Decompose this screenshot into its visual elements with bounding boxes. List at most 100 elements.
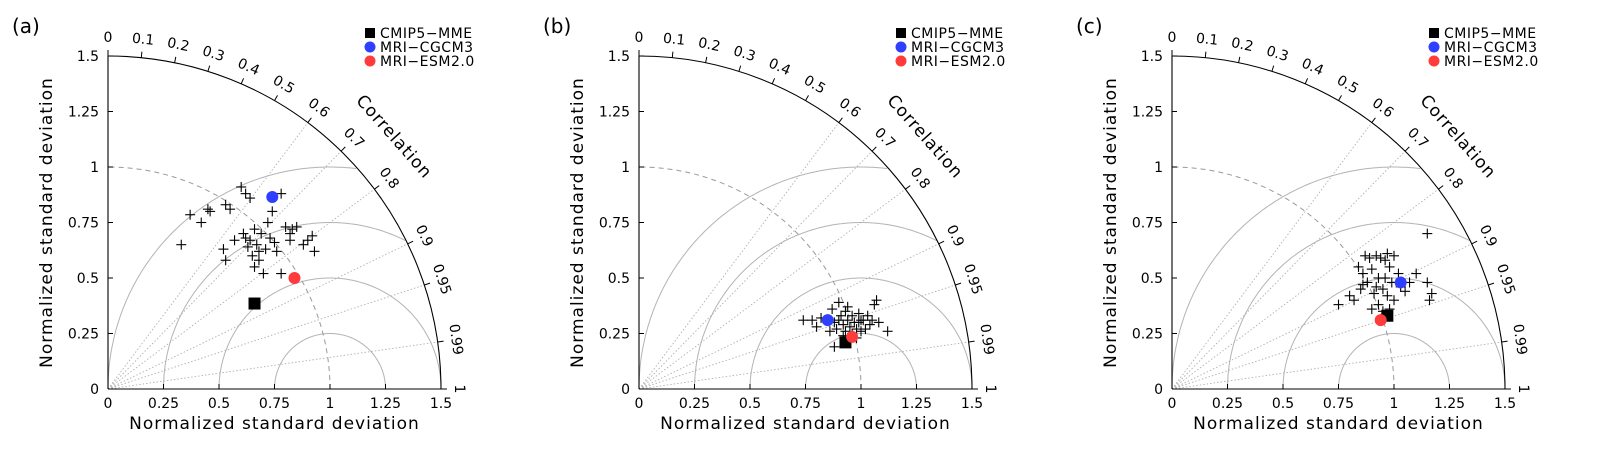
model-point-plus: [827, 304, 838, 315]
legend-swatch-square: [365, 28, 375, 38]
model-point-plus: [1344, 290, 1355, 301]
model-point-plus: [245, 193, 256, 204]
y-tick-label: 0.5: [1141, 271, 1163, 287]
corr-tick-label: 0.99: [445, 323, 465, 356]
corr-tick-label: 0.5: [801, 73, 828, 98]
model-point-plus: [276, 268, 287, 279]
x-tick-label: 0.5: [208, 396, 230, 412]
model-point-plus: [1369, 288, 1380, 299]
x-tick-label: 1: [857, 396, 866, 412]
y-tick-label: 0: [90, 382, 99, 398]
model-point-plus: [811, 321, 822, 332]
correlation-ray: [1171, 243, 1472, 390]
model-point-plus: [309, 246, 320, 257]
corr-tick: [240, 78, 245, 85]
panel-label: (a): [12, 14, 40, 38]
correlation-ray: [107, 122, 309, 390]
corr-tick-label: 0.6: [836, 95, 863, 121]
correlation-ray: [638, 341, 969, 390]
model-point-plus: [1333, 299, 1344, 310]
corr-tick-label: 0.8: [376, 165, 402, 192]
model-point-plus: [271, 246, 282, 257]
model-point-plus: [1377, 284, 1388, 295]
corr-tick: [1271, 65, 1275, 72]
y-tick-label: 0.25: [599, 327, 630, 343]
x-tick-label: 1.25: [1434, 396, 1465, 412]
model-point-plus: [869, 299, 880, 310]
corr-tick-label: 0.99: [1509, 323, 1529, 356]
model-point-plus: [798, 315, 809, 326]
model-point-plus: [225, 204, 236, 215]
corr-tick-label: 0.95: [1493, 262, 1518, 297]
x-tick-label: 0.75: [1323, 396, 1354, 412]
model-point-plus: [253, 246, 264, 257]
corr-tick: [1204, 51, 1207, 58]
x-axis-label: Normalized standard deviation: [660, 414, 951, 434]
corr-tick: [671, 51, 674, 58]
corr-tick: [955, 282, 962, 286]
model-point-plus: [262, 217, 273, 228]
point-mri-cgcm3: [266, 190, 279, 203]
model-point-plus: [1424, 295, 1435, 306]
model-point-plus: [1362, 277, 1373, 288]
legend-swatch-circle: [895, 41, 907, 53]
corr-tick-label: 0.9: [1476, 222, 1500, 249]
legend-label: MRI−ESM2.0: [1444, 54, 1539, 70]
taylor-panel-3: 000.250.250.50.50.750.75111.251.251.51.5…: [1076, 14, 1539, 434]
x-axis-label: Normalized standard deviation: [129, 414, 420, 434]
y-axis-label: Normalized standard deviation: [1101, 77, 1121, 368]
x-tick-label: 0: [1168, 396, 1177, 412]
x-tick-label: 1.25: [370, 396, 401, 412]
corr-tick-label: 0.1: [662, 31, 686, 49]
x-tick-label: 0.5: [1272, 396, 1294, 412]
model-point-plus: [220, 199, 231, 210]
model-point-plus: [249, 224, 260, 235]
model-point-plus: [856, 326, 866, 337]
model-point-plus: [844, 321, 855, 332]
taylor-panel-2: 000.250.250.50.50.750.75111.251.251.51.5…: [543, 14, 1005, 434]
legend-swatch-square: [896, 28, 906, 38]
model-point-plus: [873, 317, 884, 328]
legend-label: CMIP5−MME: [380, 26, 473, 42]
corr-tick-label: 0.4: [1299, 56, 1326, 80]
model-point-plus: [871, 295, 882, 306]
rms-arc-2: [694, 222, 937, 389]
corr-tick: [905, 185, 911, 190]
y-tick-label: 1: [1154, 160, 1163, 176]
corr-tick-label: 0.3: [1264, 43, 1290, 65]
model-point-plus: [185, 209, 196, 220]
legend-label: MRI−CGCM3: [380, 40, 474, 56]
model-point-plus: [1357, 268, 1368, 279]
corr-tick-label: 0.2: [166, 35, 191, 55]
point-mri-esm2: [288, 272, 301, 284]
model-point-plus: [287, 224, 298, 235]
correlation-ray: [1171, 188, 1439, 390]
legend-label: MRI−ESM2.0: [380, 54, 475, 70]
x-axis-label: Normalized standard deviation: [1193, 414, 1484, 434]
model-point-plus: [1389, 295, 1399, 306]
corr-tick: [805, 95, 809, 101]
corr-tick-label: 0.6: [305, 95, 332, 121]
correlation-ray: [1171, 150, 1406, 390]
point-mri-cgcm3: [1394, 276, 1407, 289]
model-point-plus: [840, 306, 851, 317]
model-point-plus: [842, 301, 853, 312]
model-point-plus: [196, 217, 207, 228]
corr-tick-label: 0.95: [960, 262, 985, 297]
correlation-ray: [638, 188, 906, 390]
corr-tick-label: 0.1: [131, 31, 155, 49]
corr-tick-label: 0.3: [200, 43, 226, 65]
legend-label: CMIP5−MME: [1444, 26, 1537, 42]
model-point-plus: [240, 233, 251, 244]
model-point-plus: [856, 315, 866, 326]
model-point-plus: [236, 181, 247, 192]
model-point-plus: [307, 230, 318, 241]
x-tick-label: 0: [104, 396, 113, 412]
model-point-plus: [218, 244, 229, 255]
rms-arc-2: [1227, 222, 1470, 389]
model-point-plus: [1364, 253, 1375, 264]
model-point-plus: [831, 324, 842, 335]
corr-tick: [1371, 117, 1376, 123]
model-point-plus: [1375, 253, 1386, 264]
model-point-plus: [833, 297, 844, 308]
